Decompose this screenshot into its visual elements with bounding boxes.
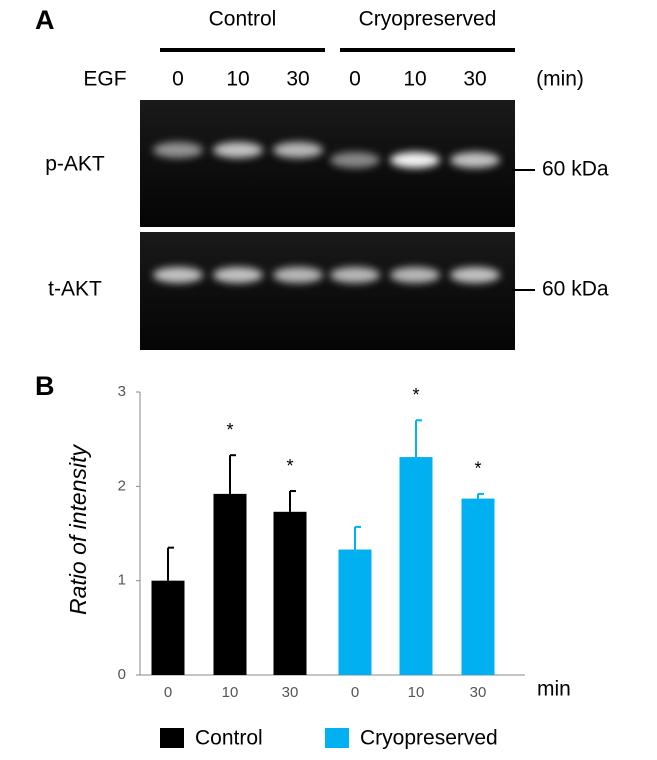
panel-label: B	[35, 371, 55, 401]
x-axis-label: min	[537, 678, 571, 701]
bar	[213, 493, 247, 675]
legend-swatch	[160, 728, 184, 748]
band	[450, 267, 500, 283]
y-tick-label: 1	[118, 572, 126, 589]
legend-label: Cryopreserved	[360, 727, 498, 750]
band	[273, 267, 323, 283]
blot-strip	[140, 100, 515, 227]
band	[390, 152, 440, 168]
band	[330, 267, 380, 283]
lane-label: 10	[226, 68, 249, 91]
significance-marker: *	[412, 385, 419, 405]
band	[153, 142, 203, 158]
significance-marker: *	[226, 420, 233, 440]
significance-marker: *	[286, 456, 293, 476]
x-tick-label: 0	[351, 684, 359, 701]
band	[153, 267, 203, 283]
y-axis-label: Ratio of intensity	[65, 443, 91, 615]
y-tick-label: 2	[118, 477, 126, 494]
y-tick-label: 3	[118, 383, 126, 400]
condition-label: Control	[209, 8, 277, 31]
bar	[338, 549, 372, 675]
band	[273, 142, 323, 158]
lane-label: 0	[349, 68, 361, 91]
y-tick-label: 0	[118, 666, 126, 683]
panel-label: A	[35, 5, 55, 35]
legend-swatch	[325, 728, 349, 748]
marker-label: 60 kDa	[542, 158, 609, 181]
lane-label: 10	[403, 68, 426, 91]
band	[390, 267, 440, 283]
blot-strip	[140, 232, 515, 350]
x-tick-label: 10	[222, 684, 239, 701]
band	[213, 142, 263, 158]
band	[213, 267, 263, 283]
bar	[273, 511, 307, 675]
x-tick-label: 30	[470, 684, 487, 701]
x-tick-label: 0	[164, 684, 172, 701]
lane-label: 30	[463, 68, 486, 91]
treatment-label: EGF	[83, 68, 126, 91]
band	[330, 152, 380, 168]
bar	[461, 498, 495, 675]
legend-label: Control	[195, 727, 263, 750]
bar	[399, 457, 433, 675]
marker-label: 60 kDa	[542, 278, 609, 301]
row-label: t-AKT	[48, 278, 102, 301]
band	[450, 152, 500, 168]
row-label: p-AKT	[45, 153, 105, 176]
lane-label: 30	[286, 68, 309, 91]
x-tick-label: 10	[408, 684, 425, 701]
x-tick-label: 30	[282, 684, 299, 701]
bar	[151, 580, 185, 675]
lane-label: 0	[172, 68, 184, 91]
significance-marker: *	[474, 459, 481, 479]
condition-label: Cryopreserved	[359, 8, 497, 31]
unit-label: (min)	[536, 68, 584, 91]
